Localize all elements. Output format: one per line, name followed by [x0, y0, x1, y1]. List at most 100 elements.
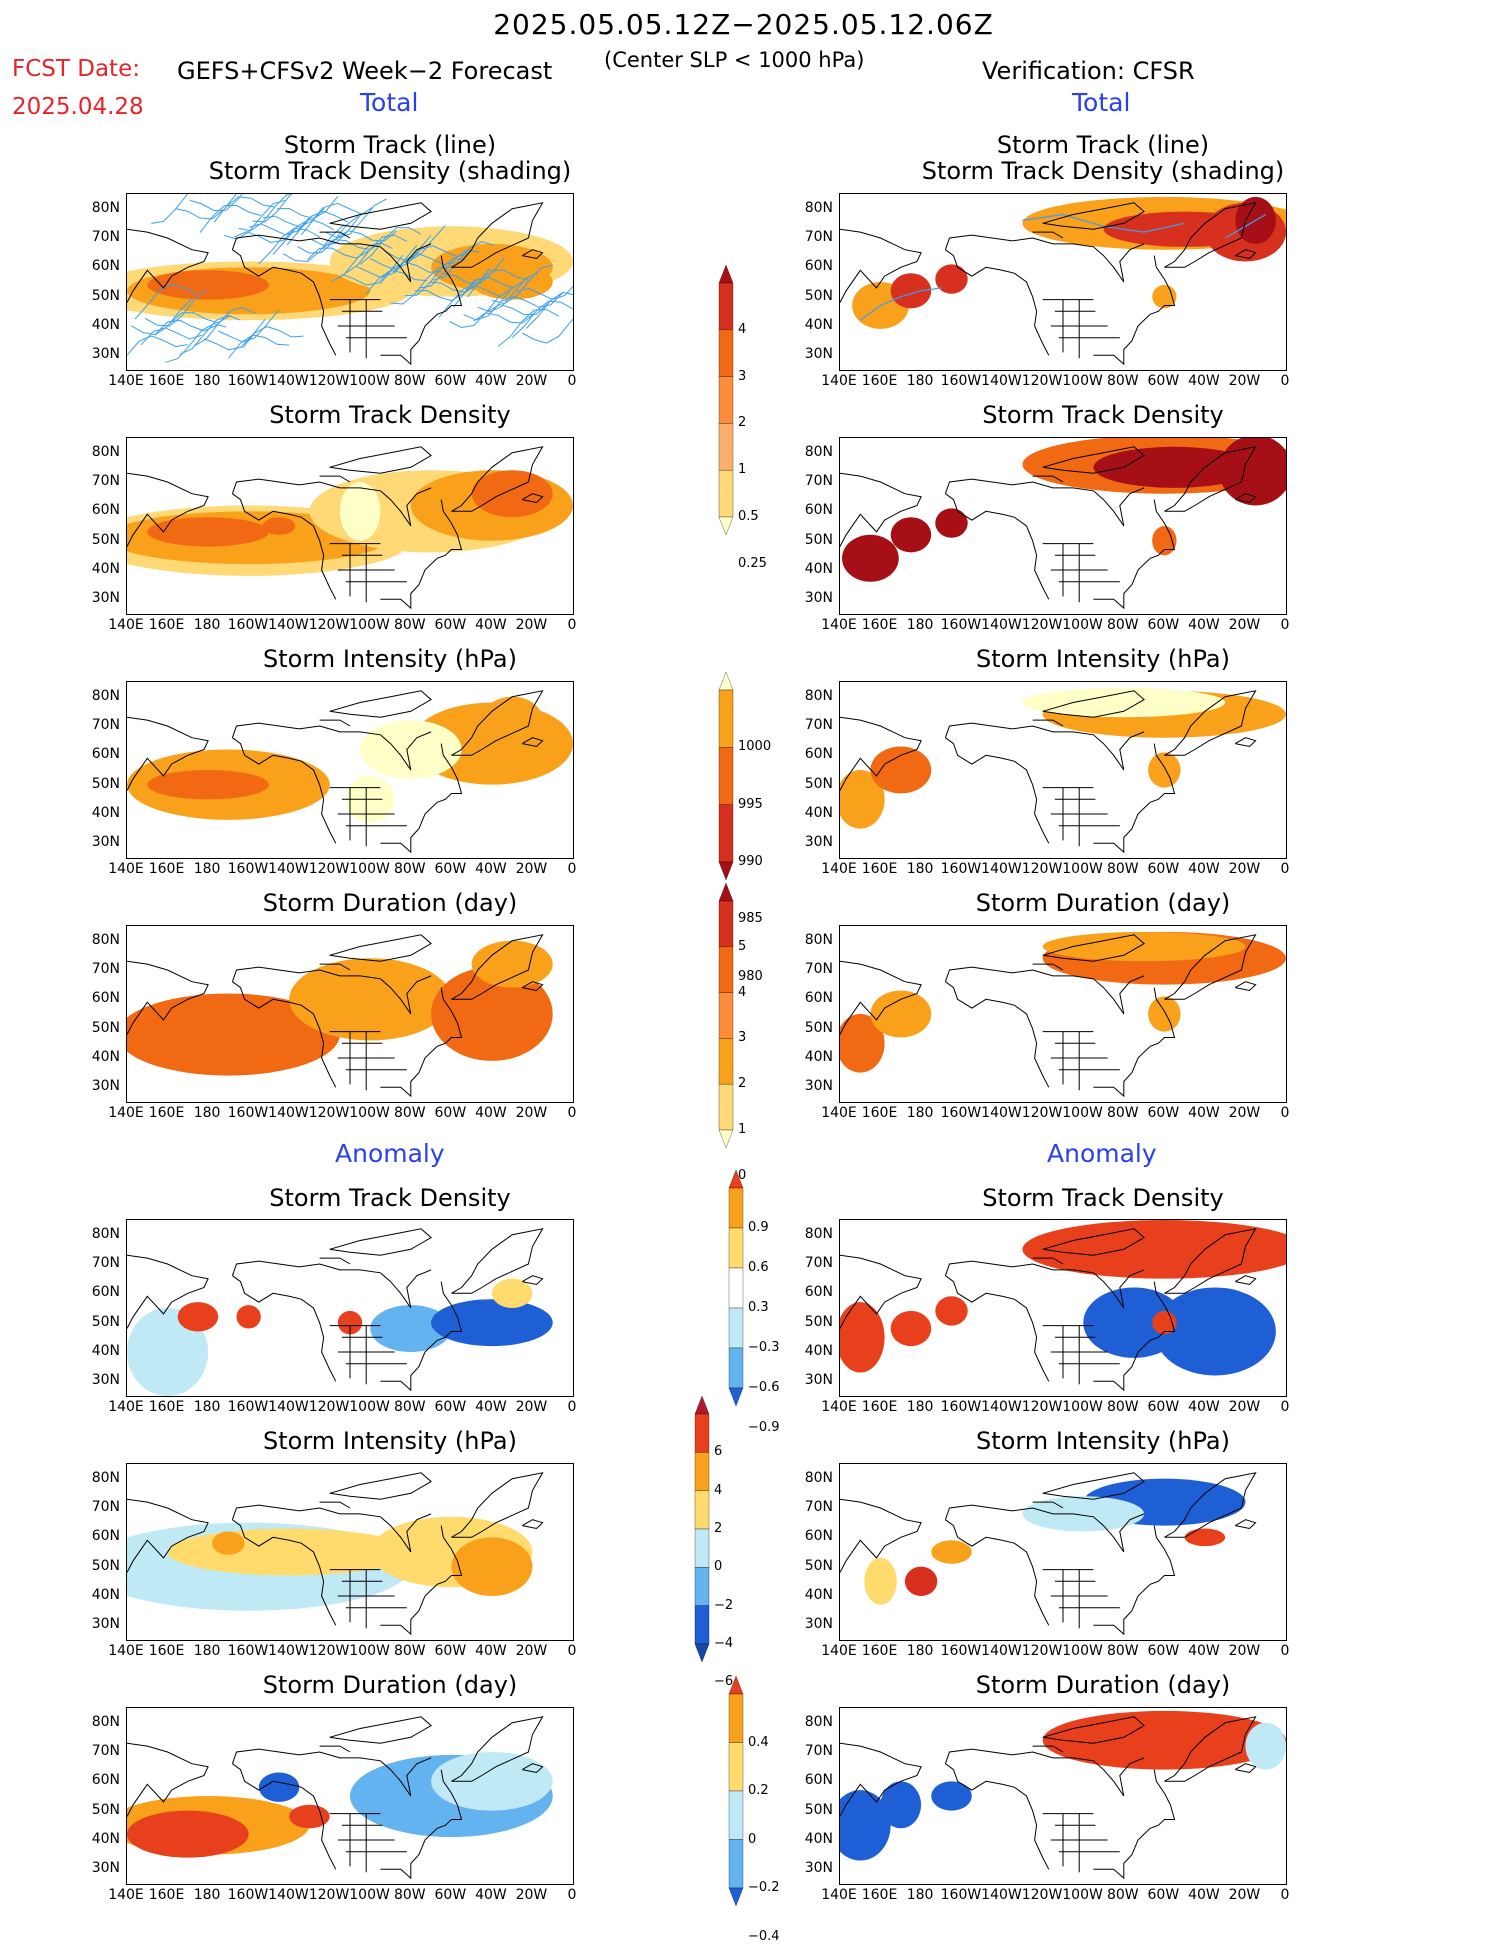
coast-line — [1032, 1501, 1064, 1509]
lon-tick-label: 140W — [268, 1887, 309, 1903]
coast-line — [840, 472, 922, 547]
shade-region — [1148, 996, 1181, 1032]
map-canvas — [127, 1228, 553, 1396]
shade-region — [840, 1302, 885, 1373]
colorbar-label: 0.5 — [738, 509, 759, 524]
coast-line — [231, 966, 432, 1015]
lon-tick-label: 140E — [108, 1105, 144, 1121]
lon-tick-label: 140W — [981, 617, 1022, 633]
lat-tick-label: 70N — [804, 1743, 833, 1759]
lon-tick-label: 60W — [434, 1887, 467, 1903]
shade-region — [262, 517, 296, 535]
coast-line — [319, 231, 351, 239]
shade-region — [931, 1781, 972, 1811]
colorbar-canvas — [718, 264, 734, 536]
coast-line — [945, 981, 1050, 1088]
lon-tick-label: 100W — [349, 1399, 390, 1415]
shade-region — [840, 1790, 891, 1861]
lat-tick-label: 50N — [804, 1313, 833, 1330]
colorbar-swatch — [718, 329, 734, 377]
lon-tick-label: 120W — [308, 1105, 350, 1121]
lon-tick-label: 120W — [1021, 1399, 1063, 1415]
map-canvas — [127, 1716, 553, 1880]
lon-tick-label: 80W — [1106, 1887, 1139, 1903]
lat-tick-label: 40N — [804, 317, 833, 333]
lon-tick-label: 180 — [906, 1399, 934, 1415]
coast-line — [319, 1501, 351, 1509]
lon-tick-label: 160E — [861, 1105, 898, 1121]
coast-line — [1235, 981, 1257, 992]
shade-region — [840, 1014, 885, 1073]
colorbar-label: −0.6 — [748, 1380, 780, 1395]
lon-tick-label: 80W — [393, 1105, 426, 1121]
lon-tick-label: 140E — [108, 617, 144, 633]
lat-tick-label: 70N — [91, 473, 120, 489]
coast-line — [522, 1275, 544, 1286]
coastline — [840, 1228, 1257, 1392]
colorbar-label: 4 — [738, 984, 747, 1000]
coast-line — [840, 1742, 922, 1817]
coast-line — [231, 478, 432, 527]
storm-track-line — [365, 269, 428, 295]
storm-track-line — [487, 302, 550, 316]
colorbar-label: 4 — [714, 1482, 723, 1498]
lat-tick-label: 40N — [804, 805, 833, 821]
colorbar-label: −0.3 — [748, 1340, 780, 1355]
map-canvas — [127, 690, 573, 854]
lon-tick-label: 40W — [1188, 861, 1220, 877]
colorbar-swatch — [718, 689, 734, 748]
colorbar-label: 0.3 — [748, 1300, 769, 1315]
section-anomaly-left: Anomaly — [335, 1139, 445, 1168]
coast-line — [1164, 1716, 1257, 1782]
lon-tick-label: 120W — [308, 1399, 350, 1415]
coast-line — [451, 690, 544, 756]
storm-track-line — [526, 291, 573, 329]
lon-tick-label: 0 — [1280, 617, 1290, 633]
lon-tick-label: 180 — [906, 1643, 934, 1659]
verif-total-duration-map — [839, 925, 1287, 1103]
colorbar-label: 1 — [738, 1122, 747, 1137]
lon-tick-label: 140E — [821, 1105, 857, 1121]
storm-track-line — [276, 196, 339, 220]
forecast-anom-duration-map — [126, 1707, 574, 1885]
lon-tick-label: 0 — [567, 1643, 577, 1659]
lat-tick-label: 70N — [91, 1743, 120, 1759]
lat-tick-label: 70N — [804, 1499, 833, 1515]
colorbar-swatch — [728, 1839, 744, 1889]
coast-line — [1235, 249, 1257, 260]
lon-tick-label: 180 — [193, 1399, 221, 1415]
lon-tick-label: 140W — [981, 1643, 1022, 1659]
storm-track-line — [1022, 213, 1185, 233]
storm-track-line — [228, 334, 290, 359]
lon-tick-label: 60W — [1147, 861, 1180, 877]
coast-line — [1093, 1769, 1176, 1880]
lat-tick-label: 70N — [91, 229, 120, 245]
coast-line — [1164, 1228, 1257, 1294]
lon-tick-label: 20W — [515, 1105, 548, 1121]
coast-line — [329, 1472, 432, 1500]
lon-tick-label: 60W — [1147, 373, 1180, 389]
colorbar-label: 2 — [714, 1521, 723, 1536]
shade-region — [1219, 438, 1286, 506]
lon-tick-label: 0 — [567, 1105, 577, 1121]
storm-track-line — [286, 210, 349, 246]
lat-tick-label: 50N — [91, 531, 120, 548]
verif-anom-density-map — [839, 1219, 1287, 1397]
storm-track-line — [380, 261, 442, 284]
lon-tick-label: 80W — [1106, 1105, 1139, 1121]
lon-tick-label: 0 — [1280, 1105, 1290, 1121]
lat-tick-label: 40N — [91, 1831, 120, 1847]
lon-tick-label: 0 — [1280, 1887, 1290, 1903]
coast-line — [944, 722, 1145, 771]
storm-track-line — [213, 196, 276, 223]
coast-line — [1032, 231, 1064, 239]
lon-tick-label: 100W — [1062, 861, 1103, 877]
coast-line — [232, 1275, 337, 1382]
coast-line — [319, 719, 351, 727]
colorbar-swatch — [718, 1084, 734, 1131]
lon-tick-label: 20W — [515, 1643, 548, 1659]
lon-tick-label: 180 — [906, 1105, 934, 1121]
lon-tick-label: 160E — [148, 1887, 185, 1903]
lon-tick-label: 40W — [1188, 373, 1220, 389]
colorbar-swatch — [694, 1490, 710, 1530]
